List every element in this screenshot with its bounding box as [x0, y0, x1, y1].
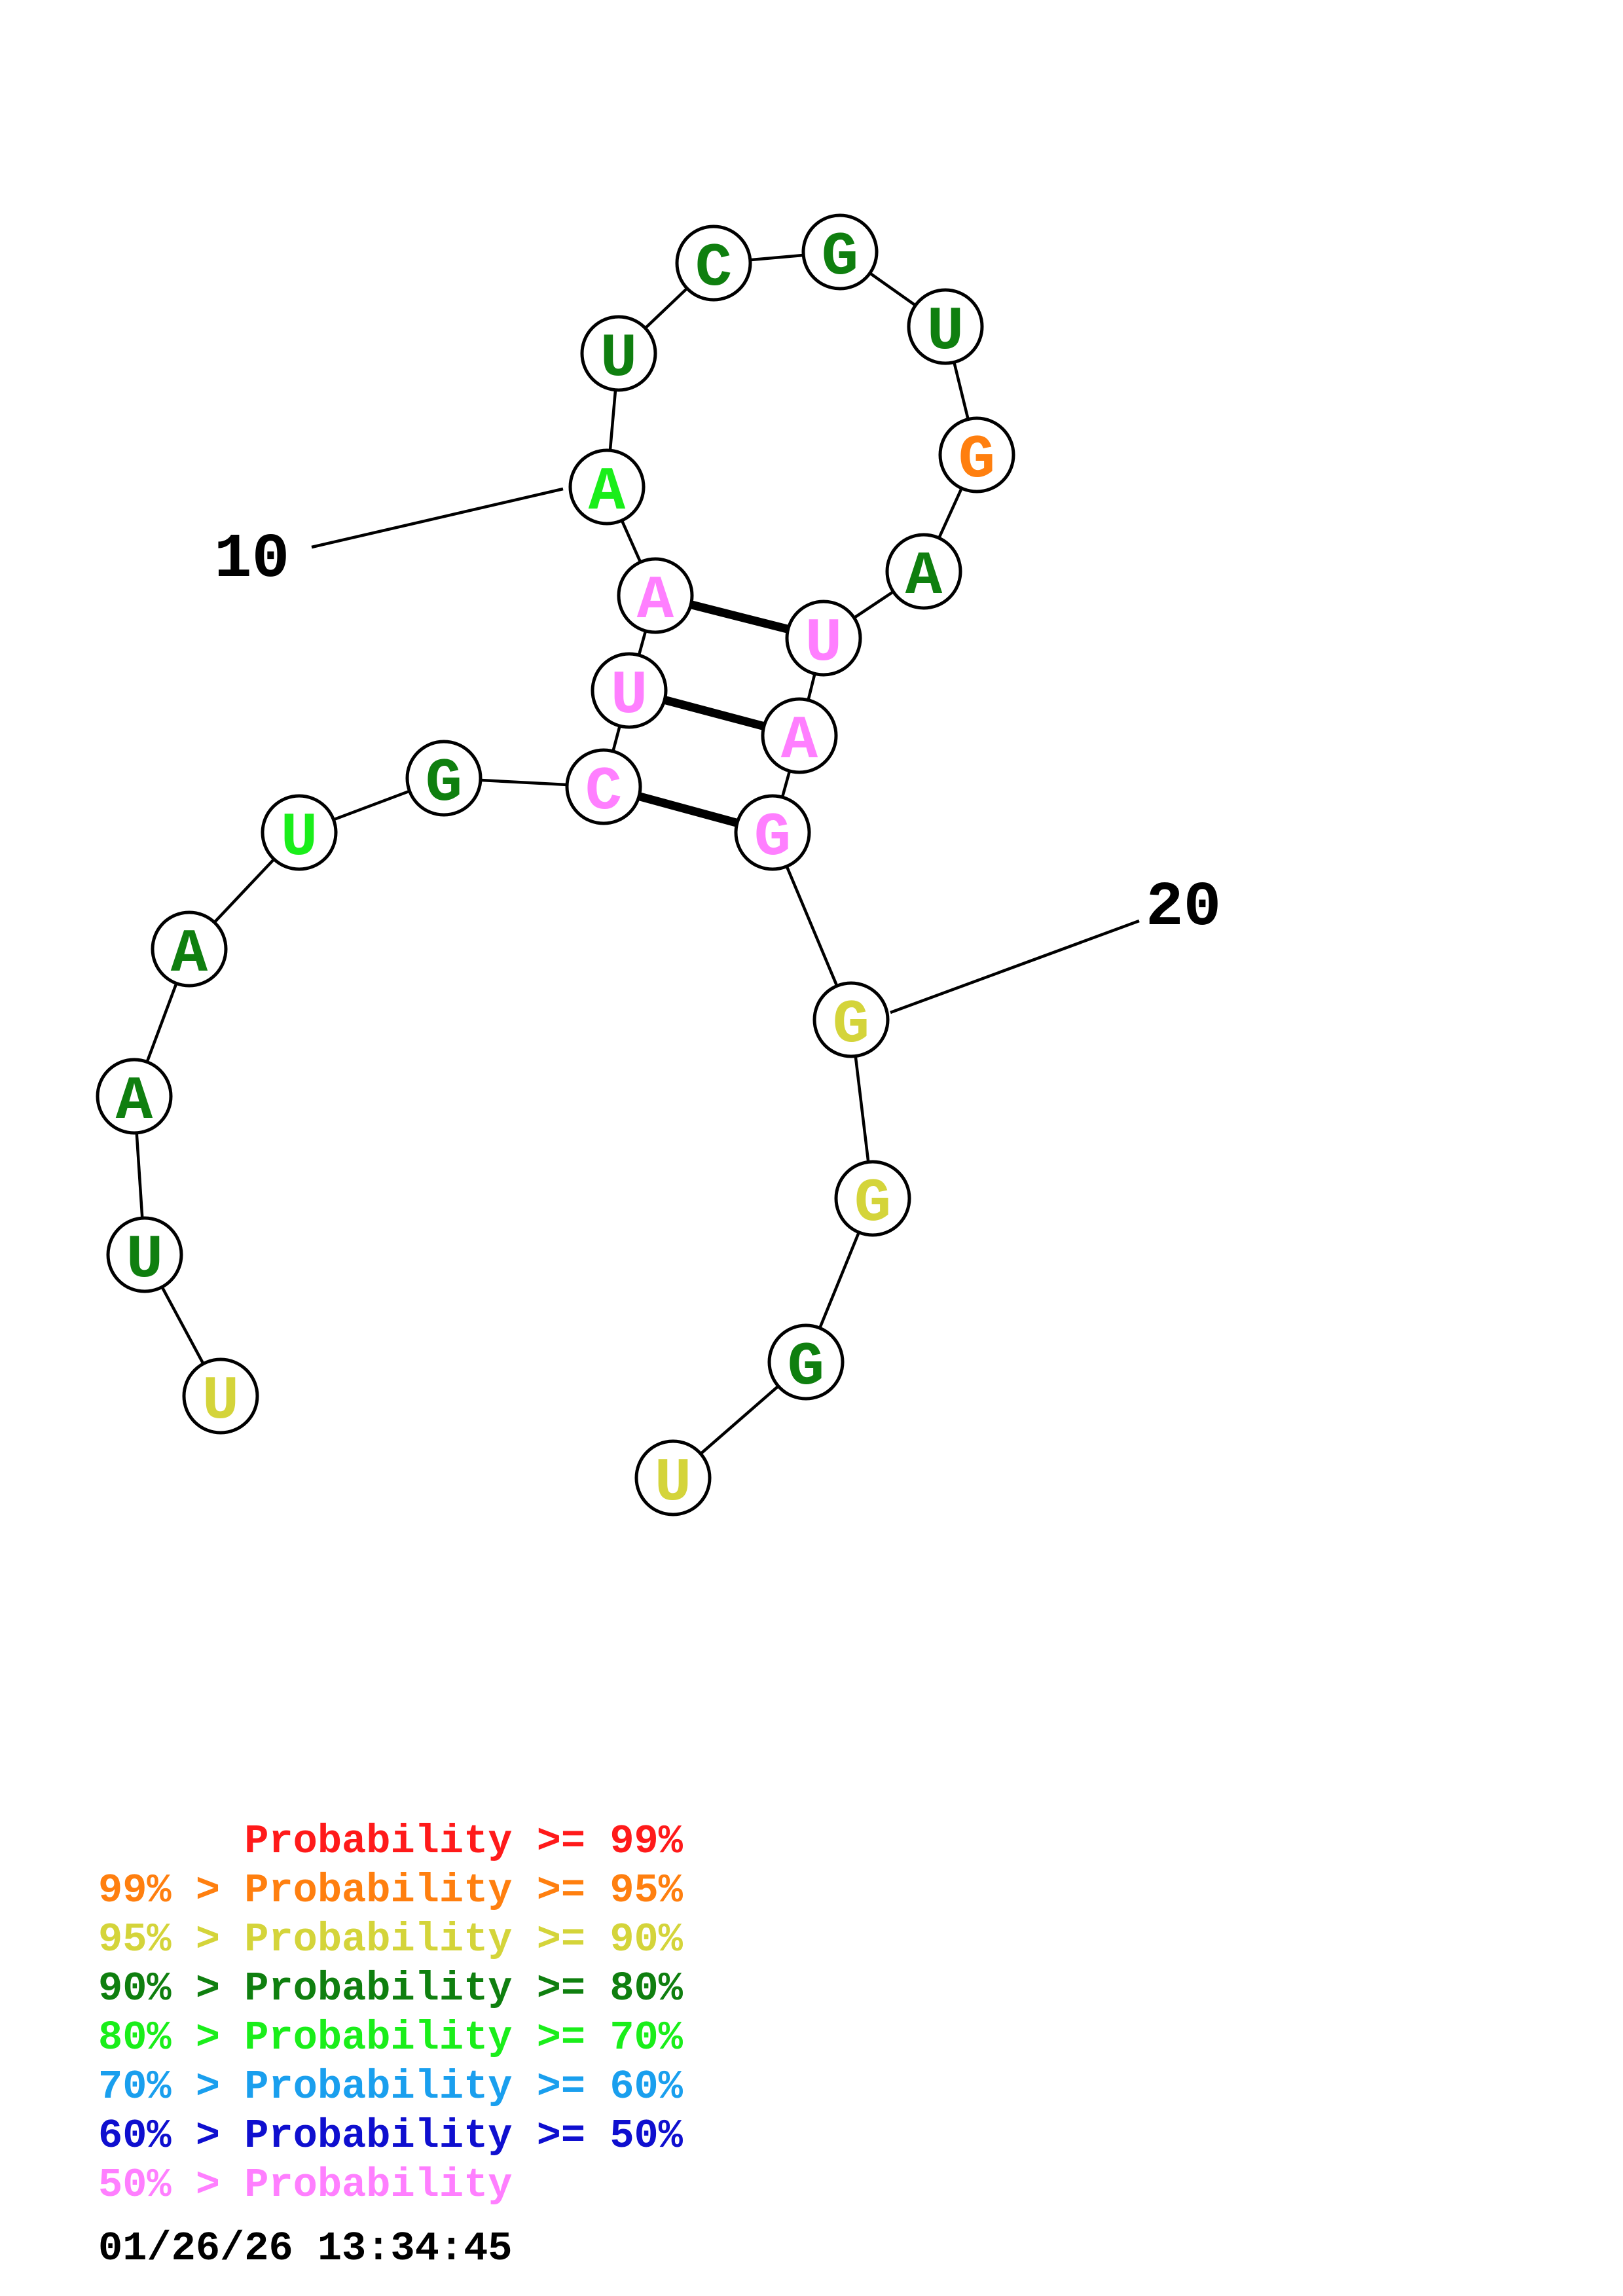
nucleotide-circle — [675, 224, 752, 302]
nucleotide-18: A — [761, 697, 838, 776]
nucleotide-base: G — [958, 426, 995, 495]
nucleotide-circle — [568, 448, 646, 526]
nucleotide-circle — [580, 315, 657, 392]
nucleotide-base: U — [600, 325, 637, 394]
nucleotide-10: A — [568, 448, 646, 528]
legend-entry: Probability >= 99% — [98, 1818, 683, 1865]
nucleotide-6: G — [405, 740, 483, 819]
nucleotide-23: U — [634, 1439, 712, 1518]
legend-entry: 90% > Probability >= 80% — [98, 1965, 683, 2012]
nucleotide-circle — [182, 1357, 259, 1435]
nucleotide-17: U — [785, 600, 862, 679]
nucleotide-circle — [405, 740, 483, 817]
nucleotide-base: A — [589, 458, 626, 528]
nucleotide-circle — [96, 1058, 173, 1135]
nucleotide-circle — [834, 1160, 911, 1237]
nucleotide-circle — [565, 748, 642, 825]
base-pair-bond — [663, 696, 765, 730]
nucleotide-circle — [151, 910, 228, 988]
nucleotide-5: U — [261, 794, 338, 873]
nucleotide-base: A — [905, 543, 943, 612]
nucleotide-11: U — [580, 315, 657, 394]
nucleotide-circle — [938, 416, 1015, 493]
nucleotide-circle — [907, 288, 984, 365]
nucleotide-base: A — [781, 707, 818, 776]
nucleotide-base: C — [695, 234, 732, 304]
nucleotide-circle — [617, 557, 694, 634]
nucleotide-20: G — [812, 981, 890, 1060]
legend-entry: 95% > Probability >= 90% — [98, 1916, 683, 1963]
position-tick-10 — [311, 487, 564, 549]
nucleotide-base: U — [126, 1226, 163, 1295]
nucleotide-base: U — [202, 1367, 239, 1437]
nucleotide-circle — [767, 1323, 845, 1401]
nucleotide-circle — [812, 981, 890, 1058]
nucleotide-base: U — [805, 609, 842, 679]
nucleotide-12: C — [675, 224, 752, 304]
nucleotide-8: U — [591, 652, 668, 731]
nucleotide-16: A — [885, 533, 962, 612]
nucleotide-14: U — [907, 288, 984, 367]
position-label-20: 20 — [1146, 872, 1221, 943]
nucleotide-circle — [734, 794, 811, 871]
nucleotide-circle — [634, 1439, 712, 1516]
nucleotide-circle — [591, 652, 668, 729]
nucleotide-base: G — [754, 804, 791, 873]
nucleotide-circle — [885, 533, 962, 610]
nucleotide-base: U — [655, 1449, 691, 1518]
nucleotide-base: A — [171, 920, 208, 990]
nucleotide-3: A — [96, 1058, 173, 1137]
nucleotide-21: G — [834, 1160, 911, 1239]
nucleotide-circle — [761, 697, 838, 774]
nucleotide-base: A — [637, 567, 674, 636]
nucleotide-base: G — [426, 749, 462, 819]
nucleotide-base: C — [585, 758, 622, 827]
legend-entry: 50% > Probability — [98, 2162, 513, 2208]
legend-entry: 99% > Probability >= 95% — [98, 1867, 683, 1914]
nucleotide-9: A — [617, 557, 694, 636]
nucleotide-22: G — [767, 1323, 845, 1403]
nucleotide-circle — [801, 213, 879, 291]
nucleotide-circle — [261, 794, 338, 871]
nucleotide-base: A — [116, 1067, 153, 1137]
nucleotide-base: U — [927, 298, 964, 367]
nucleotide-base: G — [788, 1333, 824, 1403]
nucleotide-19: G — [734, 794, 811, 873]
nucleotide-base: G — [854, 1170, 891, 1239]
nucleotide-base: G — [833, 991, 869, 1060]
legend-entry: 80% > Probability >= 70% — [98, 2015, 683, 2061]
timestamp: 01/26/26 13:34:45 — [98, 2225, 513, 2272]
legend-entry: 70% > Probability >= 60% — [98, 2064, 683, 2110]
nucleotide-13: G — [801, 213, 879, 293]
position-tick-20 — [890, 919, 1140, 1014]
nucleotide-2: U — [106, 1216, 183, 1295]
nucleotide-base: U — [611, 662, 647, 731]
nucleotide-circle — [106, 1216, 183, 1293]
nucleotide-base: G — [822, 223, 858, 293]
nucleotide-base: U — [281, 804, 318, 873]
nucleotide-7: C — [565, 748, 642, 827]
nucleotide-4: A — [151, 910, 228, 990]
nucleotide-circle — [785, 600, 862, 677]
nucleotide-15: G — [938, 416, 1015, 495]
position-label-10: 10 — [214, 524, 289, 595]
nucleotide-1: U — [182, 1357, 259, 1437]
legend-entry: 60% > Probability >= 50% — [98, 2113, 683, 2159]
base-pair-bond — [689, 600, 790, 634]
base-pair-bond — [638, 792, 739, 827]
